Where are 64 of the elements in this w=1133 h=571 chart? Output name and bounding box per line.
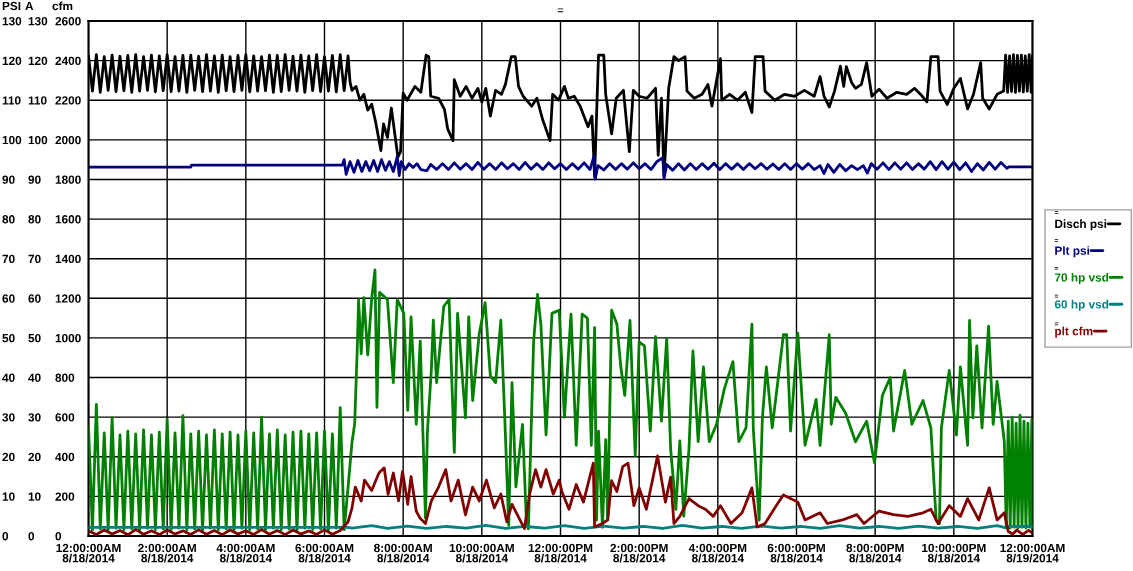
x-tick-label: 10:00:00AM 8/18/2014	[449, 543, 514, 563]
y2-tick-label: 120	[28, 56, 48, 66]
y-tick-label: 80	[2, 215, 15, 224]
y3-tick-label: 0	[55, 532, 62, 541]
chart-title: =	[557, 8, 564, 13]
legend-label: 60 hp vsd	[1054, 299, 1109, 311]
y2-tick-label: 130	[28, 17, 48, 26]
y3-tick-label: 400	[55, 452, 75, 462]
x-tick-label: 8:00:00PM 8/18/2014	[846, 543, 904, 563]
y3-tick-label: 800	[55, 373, 75, 382]
y-tick-label: 90	[2, 175, 15, 184]
y2-tick-label: 90	[28, 175, 41, 184]
y3-tick-label: 2600	[55, 17, 81, 26]
y-tick-label: 40	[2, 373, 15, 382]
y2-tick-label: 10	[28, 492, 41, 501]
x-tick-label: 6:00:00AM 8/18/2014	[295, 543, 354, 563]
y3-tick-label: 1200	[55, 294, 81, 303]
x-tick-label: 12:00:00AM 8/18/2014	[56, 543, 121, 563]
y-tick-label: 130	[2, 17, 22, 26]
y2-tick-label: 110	[28, 96, 47, 105]
y2-tick-label: 50	[28, 333, 41, 343]
y3-tick-label: 1400	[55, 254, 81, 264]
y2-tick-label: 70	[28, 254, 41, 264]
legend-label: plt cfm	[1055, 326, 1093, 338]
y3-tick-label: 200	[55, 492, 75, 501]
y-tick-label: 30	[2, 413, 15, 422]
x-tick-label: 4:00:00AM 8/18/2014	[216, 543, 275, 563]
x-tick-label: 10:00:00PM 8/18/2014	[922, 543, 986, 563]
y2-tick-label: 30	[28, 413, 41, 422]
x-tick-label: 8:00:00AM 8/18/2014	[374, 543, 432, 563]
y2-tick-label: 20	[28, 452, 41, 462]
y-axis-title: PSI	[2, 1, 21, 11]
y2-tick-label: 0	[28, 532, 35, 541]
legend-label: Plt psi	[1055, 246, 1090, 258]
y-tick-label: 60	[2, 294, 15, 303]
y3-tick-label: 1000	[55, 333, 81, 343]
y-tick-label: 50	[2, 333, 15, 343]
y2-axis-title: A	[25, 1, 34, 11]
y3-tick-label: 2400	[55, 56, 81, 66]
y-tick-label: 120	[2, 56, 22, 66]
legend-label: Disch psi	[1055, 219, 1107, 231]
x-tick-label: 6:00:00PM 8/18/2014	[767, 543, 825, 563]
y2-tick-label: 80	[28, 215, 41, 224]
y2-tick-label: 100	[28, 135, 48, 145]
y3-axis-title: cfm	[52, 1, 73, 11]
y-tick-label: 100	[2, 135, 22, 145]
x-tick-label: 12:00:00PM 8/18/2014	[528, 543, 593, 563]
x-tick-label: 4:00:00PM 8/18/2014	[688, 543, 747, 563]
x-tick-label: 2:00:00PM 8/18/2014	[610, 543, 668, 563]
x-tick-label: 2:00:00AM 8/18/2014	[138, 543, 196, 563]
y3-tick-label: 2000	[55, 135, 81, 145]
legend-label: 70 hp vsd	[1054, 273, 1109, 284]
y3-tick-label: 2200	[55, 96, 81, 105]
y2-tick-label: 40	[28, 373, 41, 382]
y3-tick-label: 600	[55, 413, 75, 422]
y3-tick-label: 1600	[55, 215, 81, 224]
y-tick-label: 110	[2, 96, 21, 105]
y-tick-label: 20	[2, 452, 15, 462]
y-tick-label: 70	[2, 254, 15, 264]
y2-tick-label: 60	[28, 294, 41, 303]
y3-tick-label: 1800	[55, 175, 81, 184]
y-tick-label: 10	[2, 492, 15, 501]
x-tick-label: 12:00:00AM 8/19/2014	[1000, 543, 1065, 563]
y-tick-label: 0	[2, 532, 9, 541]
